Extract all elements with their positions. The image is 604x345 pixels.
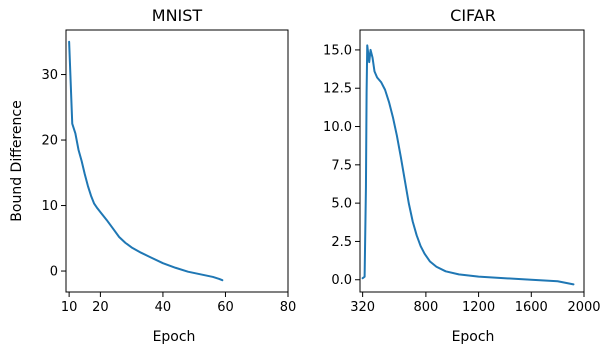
mnist-plot-frame <box>65 29 289 293</box>
cifar-series-line <box>361 44 575 286</box>
mnist-title: MNIST <box>152 6 203 25</box>
cifar-title: CIFAR <box>450 6 496 25</box>
mnist-y-axis-label: Bound Difference <box>9 100 25 221</box>
mnist-y-tick-label: 30 <box>41 68 58 83</box>
cifar-x-tick-label: 800 <box>413 300 438 315</box>
cifar-x-tick-label: 320 <box>350 300 375 315</box>
cifar-x-tick-label: 2000 <box>567 300 600 315</box>
mnist-x-tick-label: 10 <box>61 300 78 315</box>
cifar-y-tick-label: 5.0 <box>331 197 352 212</box>
mnist-x-tick-label: 20 <box>92 300 109 315</box>
cifar-y-tick-label: 12.5 <box>323 82 352 97</box>
cifar-y-tick-label: 7.5 <box>331 158 352 173</box>
cifar-x-axis-label: Epoch <box>452 329 495 345</box>
mnist-x-ticks: 10 20 40 60 80 <box>61 292 296 315</box>
cifar-y-tick-label: 10.0 <box>323 120 352 135</box>
mnist-y-tick-label: 10 <box>41 199 58 214</box>
cifar-panel: CIFAR 320 800 1200 1600 2000 0.0 2.5 5.0 7.5 10.… <box>323 6 601 345</box>
cifar-y-ticks: 0.0 2.5 5.0 7.5 10.0 12.5 15.0 <box>323 43 360 288</box>
mnist-y-tick-label: 0 <box>50 265 58 280</box>
cifar-plot-frame <box>359 29 585 293</box>
cifar-y-tick-label: 2.5 <box>331 235 352 250</box>
mnist-y-ticks: 0 10 20 30 <box>41 68 66 280</box>
cifar-x-tick-label: 1200 <box>462 300 495 315</box>
cifar-y-tick-label: 0.0 <box>331 273 352 288</box>
mnist-x-tick-label: 40 <box>155 300 172 315</box>
mnist-x-tick-label: 80 <box>280 300 297 315</box>
mnist-x-tick-label: 60 <box>217 300 234 315</box>
mnist-x-axis-label: Epoch <box>153 329 196 345</box>
cifar-x-tick-label: 1600 <box>515 300 548 315</box>
mnist-y-tick-label: 20 <box>41 134 58 149</box>
cifar-x-ticks: 320 800 1200 1600 2000 <box>350 292 601 315</box>
mnist-panel: MNIST 10 20 40 60 80 0 10 20 30 Epoch Bound Dif… <box>9 6 296 345</box>
cifar-y-tick-label: 15.0 <box>323 43 352 58</box>
mnist-series-line <box>68 40 224 282</box>
